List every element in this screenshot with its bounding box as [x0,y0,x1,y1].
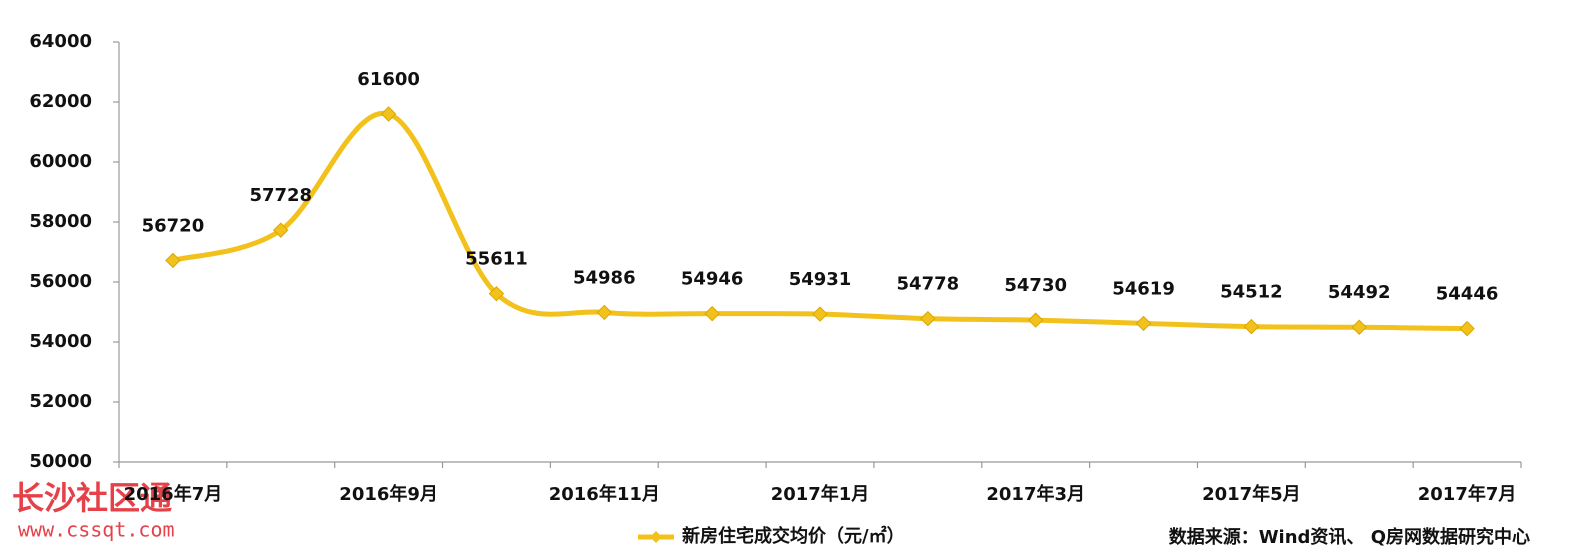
data-label: 61600 [357,69,420,90]
legend-label: 新房住宅成交均价（元/㎡） [682,525,905,547]
y-tick-label: 56000 [29,271,92,292]
x-tick-label: 2017年3月 [986,483,1085,505]
data-label: 57728 [249,185,312,206]
data-label: 56720 [142,215,205,236]
point-marker [165,252,181,269]
x-tick-label: 2016年7月 [124,483,223,505]
x-tick-label: 2017年7月 [1418,483,1517,505]
y-tick-label: 60000 [29,151,92,172]
y-tick-label: 64000 [29,31,92,52]
data-label: 54946 [681,269,744,290]
x-tick-label: 2016年9月 [339,483,438,505]
point-marker [920,310,936,327]
point-marker [704,305,720,322]
point-marker [488,285,505,302]
y-tick-label: 62000 [29,91,92,112]
watermark: 长沙社区通 [12,479,172,517]
data-label: 54931 [789,269,852,290]
data-label: 55611 [465,249,528,270]
point-marker [380,106,397,122]
data-label: 54778 [897,274,960,295]
point-marker [273,222,289,238]
point-marker [1135,315,1152,332]
point-marker [1351,319,1367,335]
point-marker [1243,318,1260,335]
y-tick-label: 58000 [29,211,92,232]
watermark: www.cssqt.com [18,518,175,542]
x-tick-label: 2016年11月 [549,483,660,505]
data-label: 54986 [573,267,636,288]
point-marker [1459,320,1475,337]
point-marker [812,306,828,322]
source-note: 数据来源：Wind资讯、 Q房网数据研究中心 [1169,526,1530,548]
point-marker [1027,312,1044,328]
point-marker [596,304,613,321]
y-tick-label: 50000 [29,451,92,472]
x-tick-label: 2017年1月 [771,483,870,505]
data-label: 54492 [1328,282,1391,303]
data-label: 54730 [1004,275,1067,296]
y-tick-label: 54000 [29,331,92,352]
y-tick-label: 52000 [29,391,92,412]
data-label: 54619 [1112,278,1175,299]
data-label: 54446 [1436,284,1499,305]
legend-marker [650,531,662,543]
data-label: 54512 [1220,282,1283,303]
x-tick-label: 2017年5月 [1202,483,1301,505]
